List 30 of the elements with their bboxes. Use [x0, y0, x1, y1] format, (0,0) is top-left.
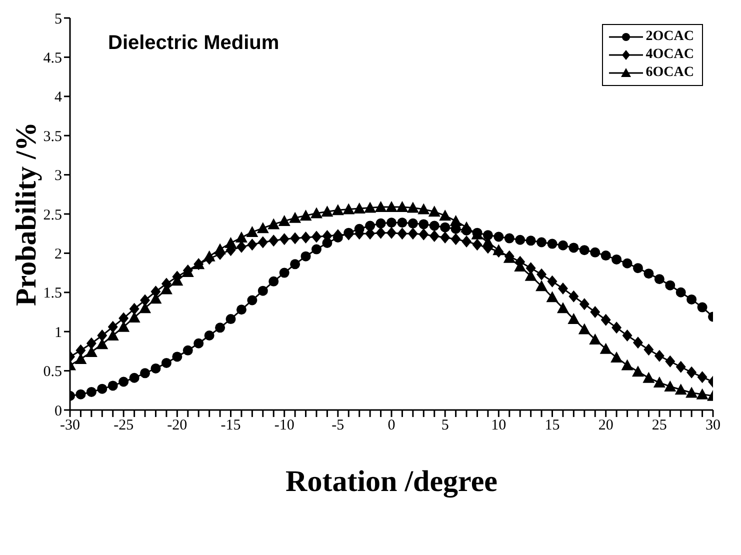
y-tick-label: 4.5 [43, 50, 62, 67]
x-tick-label: -25 [114, 418, 134, 434]
legend-label: 6OCAC [646, 65, 694, 81]
x-tick-label: 5 [441, 418, 449, 434]
x-tick-label: 15 [544, 418, 560, 434]
y-tick-label: 2 [54, 246, 62, 263]
y-tick-label: 0 [54, 403, 62, 420]
y-tick-label: 5 [54, 11, 62, 28]
x-axis-title: Rotation /degree [286, 465, 498, 498]
y-tick-label: 0.5 [43, 364, 62, 380]
y-tick-label: 4 [54, 90, 62, 106]
y-axis-title: Probability /% [10, 122, 42, 306]
text: Dielectric Medium [108, 32, 280, 55]
y-tick-label: 1 [54, 324, 62, 341]
y-tick-label: 3 [54, 168, 62, 184]
x-tick-label: 25 [652, 418, 667, 434]
x-tick-label: -5 [332, 418, 344, 434]
y-tick-label: 3.5 [43, 128, 62, 145]
x-tick-label: -15 [220, 418, 241, 434]
x-tick-label: -10 [274, 418, 294, 434]
legend-label: 4OCAC [646, 47, 694, 63]
x-tick-label: -30 [60, 418, 80, 434]
legend-label: 2OCAC [646, 29, 694, 45]
x-tick-label: 20 [598, 418, 614, 434]
x-tick-label: -20 [167, 418, 188, 434]
x-tick-label: 10 [491, 418, 506, 434]
y-tick-label: 1.5 [43, 286, 62, 302]
x-tick-label: 0 [388, 418, 396, 434]
y-tick-label: 2.5 [43, 207, 62, 224]
x-tick-label: 30 [706, 418, 720, 434]
